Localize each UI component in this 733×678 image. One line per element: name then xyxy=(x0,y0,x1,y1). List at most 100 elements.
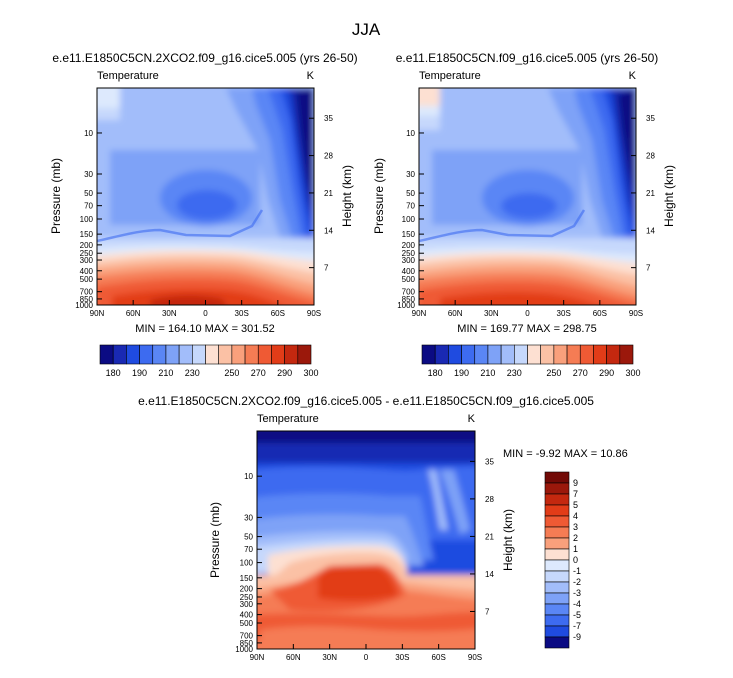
colorbar-swatch xyxy=(544,537,570,550)
y-tick-label: 10 xyxy=(84,129,93,138)
panel-title: e.e11.E1850C5CN.f09_g16.cice5.005 (yrs 2… xyxy=(396,51,659,65)
figure-title: JJA xyxy=(352,20,381,39)
colorbar-swatch xyxy=(271,344,285,365)
panel-control: e.e11.E1850C5CN.f09_g16.cice5.005 (yrs 2… xyxy=(372,51,676,378)
y-tick-label: 30 xyxy=(84,170,93,179)
colorbar-label: 270 xyxy=(573,368,588,378)
contour-field xyxy=(419,88,636,305)
y-tick-label: 250 xyxy=(80,249,94,258)
y-tick-label: 700 xyxy=(240,632,254,641)
min-max-stats: MIN = -9.92 MAX = 10.86 xyxy=(503,448,628,460)
x-tick-label: 60S xyxy=(593,309,607,318)
x-tick-label: 60N xyxy=(448,309,463,318)
y2-tick-label: 28 xyxy=(646,152,655,161)
y-tick-label: 10 xyxy=(244,472,253,481)
y2-tick-label: 7 xyxy=(324,264,329,273)
x-tick-label: 30N xyxy=(484,309,499,318)
colorbar-swatch xyxy=(514,344,528,365)
panel-title: e.e11.E1850C5CN.2XCO2.f09_g16.cice5.005 … xyxy=(138,394,594,408)
y-tick-label: 150 xyxy=(240,574,254,583)
y-tick-label: 300 xyxy=(80,256,94,265)
colorbar-swatch xyxy=(126,344,140,365)
colorbar-swatch xyxy=(544,559,570,572)
colorbar-label: 0 xyxy=(573,555,578,565)
y-tick-label: 50 xyxy=(244,533,253,542)
x-tick-label: 30S xyxy=(395,653,409,662)
colorbar-swatch xyxy=(544,592,570,605)
contour-field xyxy=(257,431,475,649)
y-tick-label: 250 xyxy=(240,593,254,602)
min-max-stats: MIN = 169.77 MAX = 298.75 xyxy=(457,323,596,335)
y-tick-label: 200 xyxy=(240,585,254,594)
colorbar-swatch xyxy=(178,344,193,365)
x-tick-label: 0 xyxy=(203,309,208,318)
colorbar: 180 190 210 230 250 270 290 300 xyxy=(421,344,641,378)
x-tick-label: 60N xyxy=(126,309,141,318)
y-axis-label: Pressure (mb) xyxy=(49,158,63,234)
y-tick-label: 30 xyxy=(406,170,415,179)
colorbar-swatch xyxy=(434,344,449,365)
y-tick-label: 200 xyxy=(402,241,416,250)
variable-label: Temperature xyxy=(97,70,159,82)
y-tick-label: 250 xyxy=(402,249,416,258)
colorbar-label: -2 xyxy=(573,577,581,587)
y-tick-label: 10 xyxy=(406,129,415,138)
y-tick-label: 850 xyxy=(402,295,416,304)
colorbar-swatch xyxy=(544,570,570,583)
colorbar-swatch xyxy=(421,344,436,365)
colorbar-swatch xyxy=(152,344,167,365)
colorbar-label: -5 xyxy=(573,610,581,620)
colorbar-swatch xyxy=(165,344,180,365)
x-tick-label: 90S xyxy=(468,653,482,662)
colorbar-swatch xyxy=(112,344,127,365)
colorbar-swatch xyxy=(205,344,219,365)
colorbar-swatch xyxy=(192,344,206,365)
x-tick-label: 90N xyxy=(412,309,427,318)
colorbar-swatch xyxy=(606,344,621,365)
y2-tick-label: 28 xyxy=(485,495,494,504)
y-tick-label: 850 xyxy=(80,295,94,304)
colorbar-label: 230 xyxy=(507,368,522,378)
y2-axis-label: Height (km) xyxy=(340,165,354,227)
colorbar-label: 3 xyxy=(573,522,578,532)
y2-tick-label: 35 xyxy=(646,114,655,123)
y-tick-label: 300 xyxy=(402,256,416,265)
colorbar-swatch xyxy=(544,526,570,539)
y2-tick-label: 21 xyxy=(324,189,333,198)
x-tick-label: 60N xyxy=(286,653,301,662)
colorbar-swatch xyxy=(540,344,555,365)
colorbar-label: -4 xyxy=(573,599,581,609)
y-tick-label: 400 xyxy=(240,611,254,620)
y-tick-label: 400 xyxy=(402,267,416,276)
y-tick-label: 1000 xyxy=(75,301,93,310)
x-tick-label: 30N xyxy=(322,653,337,662)
colorbar-label: 180 xyxy=(428,368,443,378)
colorbar-swatch xyxy=(544,482,570,495)
colorbar-swatch xyxy=(544,636,570,649)
y2-tick-label: 14 xyxy=(485,570,494,579)
y2-tick-label: 14 xyxy=(646,226,655,235)
colorbar-swatch xyxy=(544,603,570,616)
units-label: K xyxy=(629,70,637,82)
colorbar-label: 180 xyxy=(106,368,121,378)
colorbar-label: 9 xyxy=(573,478,578,488)
y-tick-label: 70 xyxy=(406,202,415,211)
y-tick-label: 30 xyxy=(244,513,253,522)
colorbar: 180 190 210 230 250 270 290 300 xyxy=(99,344,319,378)
colorbar-label: 290 xyxy=(599,368,614,378)
variable-label: Temperature xyxy=(419,70,481,82)
colorbar-swatch xyxy=(297,344,312,365)
y2-tick-label: 28 xyxy=(324,152,333,161)
x-tick-label: 60S xyxy=(432,653,446,662)
variable-label: Temperature xyxy=(257,413,319,425)
colorbar-label: -7 xyxy=(573,621,581,631)
colorbar-label: 300 xyxy=(625,368,640,378)
colorbar-label: 5 xyxy=(573,500,578,510)
colorbar-swatch xyxy=(527,344,541,365)
colorbar-label: 190 xyxy=(454,368,469,378)
colorbar-swatch xyxy=(500,344,515,365)
panel-2xco2: e.e11.E1850C5CN.2XCO2.f09_g16.cice5.005 … xyxy=(49,51,358,378)
colorbar-swatch xyxy=(544,625,570,638)
x-tick-label: 60S xyxy=(271,309,285,318)
